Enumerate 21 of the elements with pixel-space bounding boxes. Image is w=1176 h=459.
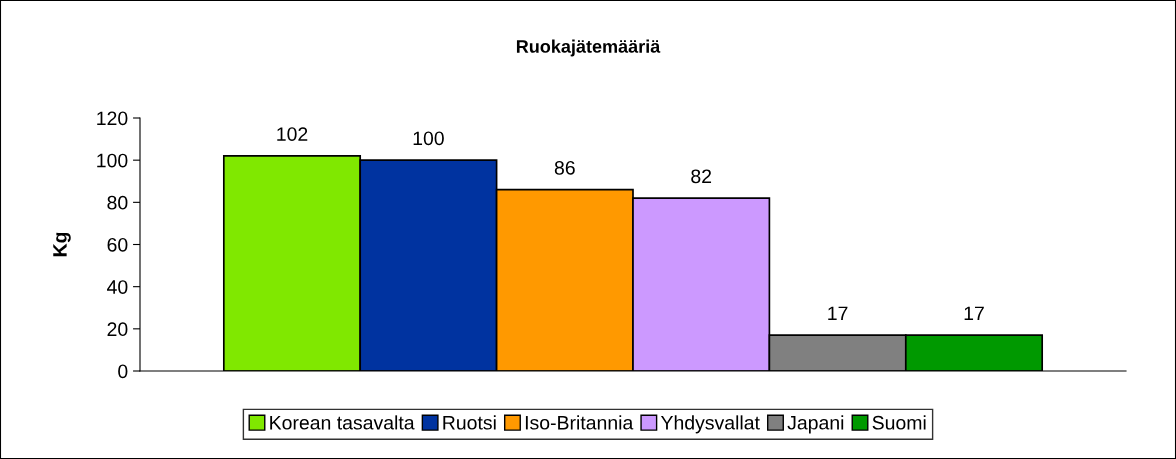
- data-label: 17: [964, 306, 984, 321]
- legend-label: Ruotsi: [443, 415, 496, 430]
- y-tick-label: 80: [107, 195, 128, 210]
- legend-label: Iso-Britannia: [525, 415, 634, 430]
- data-label: 102: [277, 127, 308, 141]
- chart-title: Ruokajätemääriä: [516, 39, 661, 57]
- y-axis-title: Kg: [53, 232, 71, 257]
- data-label: 17: [828, 306, 848, 321]
- y-tick-label: 20: [107, 322, 128, 337]
- legend-label: Japani: [787, 415, 844, 434]
- y-tick-label: 60: [107, 237, 128, 252]
- data-label: 86: [554, 160, 575, 175]
- legend-label: Yhdysvallat: [660, 415, 760, 434]
- data-label: 82: [691, 169, 712, 184]
- legend-label: Suomi: [872, 415, 926, 430]
- legend-label: Korean tasavalta: [270, 415, 415, 430]
- y-tick-label: 0: [118, 364, 128, 379]
- y-tick-label: 120: [97, 111, 128, 126]
- y-tick-label: 100: [97, 153, 128, 168]
- data-label: 100: [413, 131, 444, 146]
- y-tick-label: 40: [107, 280, 128, 294]
